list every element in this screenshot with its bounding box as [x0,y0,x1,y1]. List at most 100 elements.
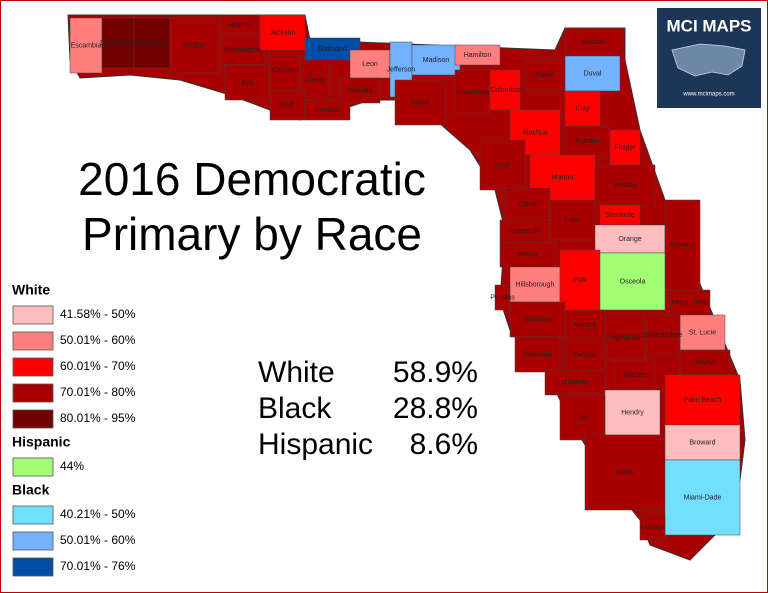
legend-heading: Black [12,482,50,498]
county [514,336,561,373]
stats: White 58.9% Black 28.8% Hispanic 8.6% [258,356,478,461]
county [559,249,601,311]
county-label: Broward [689,439,715,446]
county [269,89,306,121]
county [499,241,556,268]
county-label: Santa Rosa [100,40,137,47]
county [669,289,711,316]
county-label: Lake [565,217,580,224]
county-label: Hillsborough [516,281,555,288]
county-label: Volusia [614,182,637,189]
county-label: Gulf [281,102,294,109]
county-label: Sarasota [523,351,551,358]
county-label: Taylor [411,99,430,106]
county [454,69,491,116]
legend-label: 70.01% - 80% [60,385,136,399]
county [564,339,606,371]
county-label: Walton [184,42,206,49]
county-label: Brevard [670,242,695,249]
stat-value: 8.6% [410,428,478,461]
legend-swatch [12,457,54,477]
legend-swatch [12,409,54,429]
county-label: Hernando [510,228,541,235]
county [489,69,521,111]
county [599,252,666,311]
county [664,199,701,291]
county [349,49,391,79]
county-label: Jefferson [387,66,416,73]
county-label: Hardee [574,322,597,329]
county [304,99,351,121]
stat-value: 58.9% [393,356,478,389]
stat-name: White [258,356,335,389]
county [564,309,606,341]
county-label: Jackson [270,29,296,36]
legend-swatch [12,531,54,551]
county-label: Washington [224,47,261,54]
county [169,17,221,74]
county [304,37,361,61]
county-label: Escambia [71,42,102,49]
county-label: Polk [573,277,587,284]
county [564,27,624,57]
county [664,374,741,426]
county-label: Hamilton [464,52,492,59]
county-label: Wakulla [348,87,373,94]
logo: MCI MAPS www.mcimaps.com [657,8,761,108]
legend-label: 40.21% - 50% [60,507,136,521]
stat-value: 28.8% [393,392,478,425]
legend-label: 50.01% - 60% [60,533,136,547]
county-label: Bay [241,79,254,86]
legend-swatch [12,331,54,351]
county-label: Charlotte [561,379,590,386]
stat-name: Hispanic [258,428,373,461]
legend-heading: White [12,282,50,298]
legend-label: 60.01% - 70% [60,359,136,373]
county [69,17,103,74]
county-label: Gadsden [318,46,347,53]
county-label: Okeechobee [643,332,683,339]
logo-usa-icon [671,43,746,77]
county-label: Liberty [304,77,326,84]
legend-heading: Hispanic [12,434,71,450]
county-label: Suwannee [456,89,489,96]
county-label: Lee [577,414,589,421]
county-label: Monroe [641,524,665,531]
legend-swatch [12,357,54,377]
stat-name: Black [258,392,332,425]
county-label: Citrus [518,201,537,208]
county-label: Baker [536,72,555,79]
county-label: Clay [575,105,590,112]
county-label: Holmes [228,22,252,29]
county-label: Flagler [614,144,636,151]
county-label: Levy [495,162,510,169]
county-label: Marion [552,174,574,181]
county [269,49,301,91]
county [584,434,666,511]
county [339,77,381,104]
county [564,90,601,127]
county-label: Martin [695,359,715,366]
county-label: Madison [423,57,450,64]
county-label: Orange [618,236,641,243]
county-label: Hendry [621,409,644,416]
county [394,79,446,126]
county-label: Alachua [522,129,547,136]
county-label: Nassau [582,39,606,46]
county [411,44,461,76]
county-label: Indian River [671,299,709,306]
county [559,394,606,441]
county [679,349,731,376]
county-label: Calhoun [272,67,298,74]
county [494,284,511,311]
county-label: Miami-Dade [684,494,722,501]
county [509,301,566,338]
county [524,59,566,91]
legend-label: 70.01% - 76% [60,559,136,573]
county [644,314,681,356]
county [594,164,656,206]
county-label: Palm Beach [684,397,722,404]
legend-label: 80.01% - 95% [60,411,136,425]
legend-swatch [12,505,54,525]
